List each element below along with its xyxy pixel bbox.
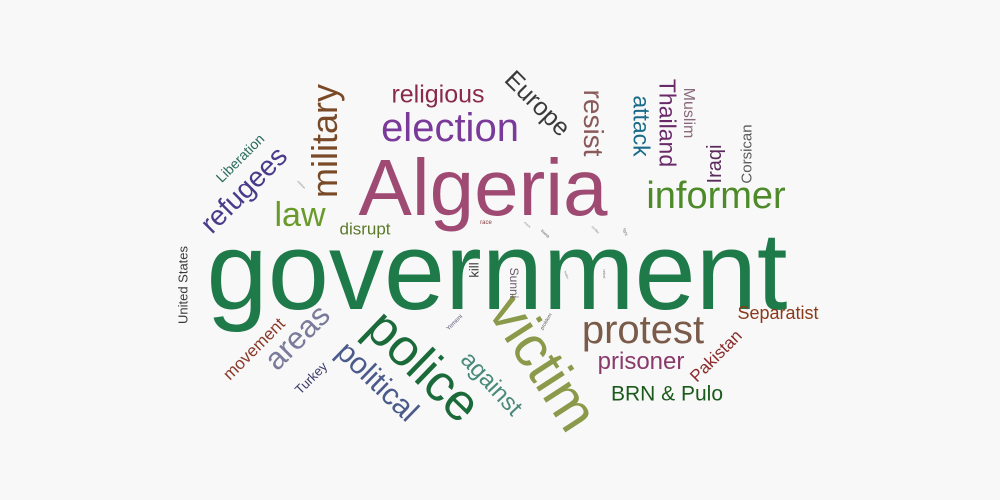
word-brn-pulo: BRN & Pulo: [610, 382, 724, 406]
word-thailand: Thailand: [654, 78, 681, 168]
word-united-states: United States: [175, 245, 191, 325]
word-kill: kill: [466, 262, 482, 278]
word-sunni: Sunni: [507, 267, 521, 299]
word-election: election: [381, 106, 519, 150]
word-prisoner: prisoner: [597, 348, 685, 375]
word-law: law: [274, 196, 326, 234]
word-iraqi: Iraqi: [704, 144, 726, 184]
word-protest: protest: [581, 308, 705, 352]
word-religious: religious: [391, 80, 485, 109]
word-attack: attack: [628, 95, 655, 157]
word-corsican: Corsican: [738, 124, 756, 184]
word-separatist: Separatist: [737, 303, 819, 323]
word-resist: resist: [578, 89, 609, 157]
word-turkey: Turkey: [291, 358, 331, 398]
word-rebel: rebel: [602, 269, 607, 279]
word-disrupt: disrupt: [339, 219, 391, 239]
word-informer: informer: [646, 175, 786, 217]
word-muslim: Muslim: [680, 87, 697, 139]
word-government: government: [206, 210, 788, 333]
word-algeria: Algeria: [358, 143, 608, 232]
word-race: race: [480, 220, 492, 226]
word-military: military: [304, 84, 345, 198]
